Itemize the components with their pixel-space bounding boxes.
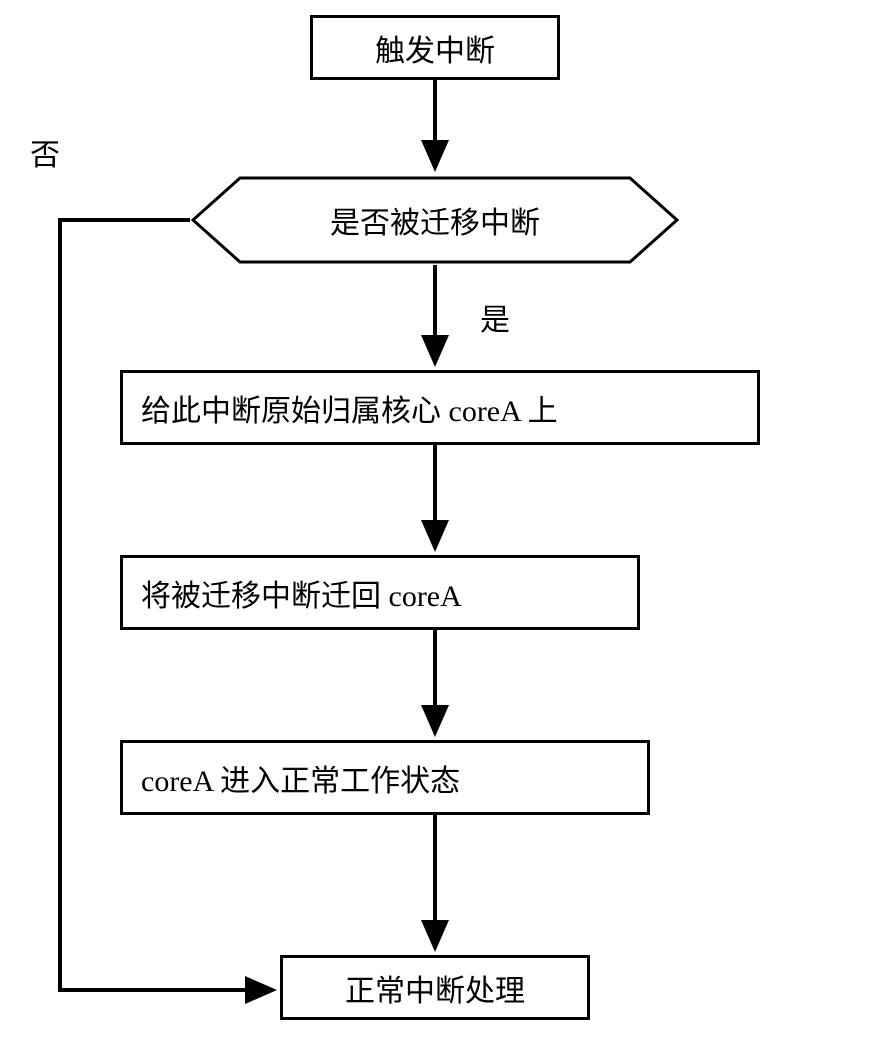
arrow-decision-no-end	[60, 220, 273, 990]
flowchart-container: 触发中断 是否被迁移中断 给此中断原始归属核心 coreA 上 将被迁移中断迁回…	[0, 0, 872, 1063]
arrows-layer	[0, 0, 872, 1063]
